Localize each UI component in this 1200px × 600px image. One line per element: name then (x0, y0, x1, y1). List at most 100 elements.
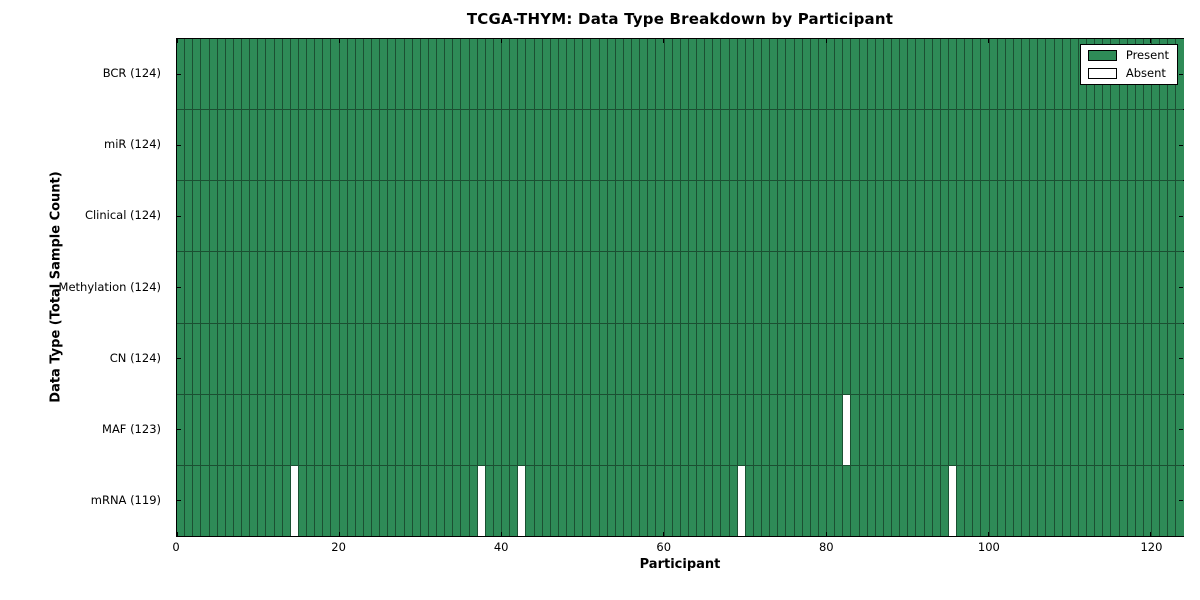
cell-present (957, 181, 966, 252)
cell-present (875, 181, 884, 252)
cell-present (396, 252, 405, 323)
cell-present (632, 252, 641, 323)
cell-present (1127, 323, 1136, 394)
cell-present (737, 39, 746, 110)
cell-present (428, 323, 437, 394)
cell-present (794, 323, 803, 394)
cell-present (477, 39, 486, 110)
cell-present (445, 465, 454, 536)
cell-present (745, 465, 754, 536)
cell-present (1095, 465, 1104, 536)
cell-present (753, 323, 762, 394)
cell-present (1127, 110, 1136, 181)
cell-present (875, 252, 884, 323)
cell-present (1038, 394, 1047, 465)
cell-present (778, 252, 787, 323)
cell-present (493, 252, 502, 323)
cell-present (1152, 110, 1161, 181)
cell-present (331, 39, 340, 110)
cell-present (867, 110, 876, 181)
cell-present (957, 465, 966, 536)
cell-present (721, 252, 730, 323)
cell-present (185, 252, 194, 323)
cell-present (193, 465, 202, 536)
cell-present (534, 323, 543, 394)
cell-present (518, 394, 527, 465)
cell-present (177, 110, 186, 181)
y-tick-mark (1179, 216, 1183, 217)
y-tick-label-MAF: MAF (123) (102, 422, 161, 437)
cell-present (1095, 394, 1104, 465)
cell-present (632, 394, 641, 465)
cell-present (737, 394, 746, 465)
cell-present (875, 394, 884, 465)
cell-present (827, 465, 836, 536)
cell-present (1168, 323, 1177, 394)
cell-present (323, 394, 332, 465)
cell-present (835, 39, 844, 110)
cell-present (502, 39, 511, 110)
cell-present (185, 110, 194, 181)
cell-present (428, 110, 437, 181)
cell-present (1078, 465, 1087, 536)
cell-present (282, 252, 291, 323)
cell-present (266, 110, 275, 181)
cell-present (274, 252, 283, 323)
cell-present (380, 181, 389, 252)
cell-present (274, 394, 283, 465)
cell-present (1095, 181, 1104, 252)
heatmap-row-Clinical (177, 181, 1184, 253)
cell-present (420, 39, 429, 110)
cell-present (437, 394, 446, 465)
cell-present (209, 323, 218, 394)
cell-present (688, 323, 697, 394)
cell-present (664, 252, 673, 323)
cell-present (1127, 252, 1136, 323)
cell-present (851, 39, 860, 110)
x-tick-mark (825, 39, 827, 43)
cell-present (388, 323, 397, 394)
cell-present (250, 465, 259, 536)
cell-present (225, 465, 234, 536)
cell-present (1160, 465, 1169, 536)
cell-present (908, 323, 917, 394)
cell-present (347, 394, 356, 465)
cell-present (347, 252, 356, 323)
cell-present (323, 323, 332, 394)
cell-present (1054, 110, 1063, 181)
cell-present (997, 394, 1006, 465)
cell-present (778, 39, 787, 110)
cell-present (778, 110, 787, 181)
cell-present (656, 323, 665, 394)
cell-present (550, 110, 559, 181)
cell-present (258, 181, 267, 252)
cell-present (347, 110, 356, 181)
cell-present (518, 252, 527, 323)
cell-present (794, 252, 803, 323)
cell-present (908, 110, 917, 181)
cell-present (355, 39, 364, 110)
cell-present (209, 394, 218, 465)
cell-present (908, 252, 917, 323)
cell-present (396, 181, 405, 252)
cell-present (1087, 252, 1096, 323)
cell-present (331, 181, 340, 252)
cell-present (648, 323, 657, 394)
cell-absent (290, 465, 299, 536)
cell-present (1103, 394, 1112, 465)
cell-present (713, 252, 722, 323)
cell-present (851, 252, 860, 323)
cell-present (940, 465, 949, 536)
cell-present (607, 181, 616, 252)
cell-present (510, 394, 519, 465)
cell-present (315, 181, 324, 252)
cell-present (900, 252, 909, 323)
cell-present (810, 323, 819, 394)
heatmap-grid (177, 39, 1184, 536)
cell-present (575, 394, 584, 465)
cell-present (932, 110, 941, 181)
cell-present (339, 39, 348, 110)
cell-present (493, 465, 502, 536)
cell-present (493, 39, 502, 110)
